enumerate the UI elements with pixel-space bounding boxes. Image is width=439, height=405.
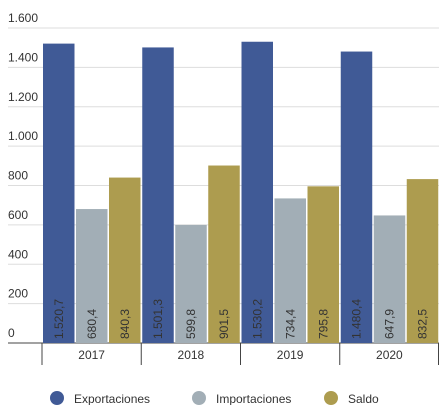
bar	[274, 198, 306, 343]
legend-label: Importaciones	[216, 392, 291, 405]
data-label: 1.530,2	[250, 299, 264, 339]
legend-marker	[50, 391, 64, 405]
bar	[142, 47, 174, 344]
data-label: 832,5	[416, 309, 430, 339]
x-tick-label: 2017	[78, 348, 105, 362]
bar	[373, 215, 406, 343]
bar	[307, 186, 339, 343]
y-tick-label: 200	[8, 287, 28, 301]
bar	[43, 43, 75, 344]
y-tick-label: 800	[8, 169, 28, 183]
y-tick-label: 600	[8, 208, 28, 222]
data-label: 840,3	[118, 309, 132, 339]
y-tick-label: 0	[8, 326, 15, 340]
data-label: 734,4	[283, 309, 297, 339]
y-tick-label: 1.200	[8, 90, 38, 104]
y-tick-label: 1.400	[8, 50, 38, 64]
data-label: 901,5	[217, 309, 231, 339]
data-label: 680,4	[85, 309, 99, 339]
bar	[175, 224, 207, 343]
bar	[340, 51, 373, 343]
legend-label: Saldo	[348, 392, 379, 405]
bar	[109, 177, 141, 343]
x-tick-label: 2020	[376, 348, 403, 362]
legend-label: Exportaciones	[74, 392, 150, 405]
legend-marker	[324, 391, 338, 405]
data-label: 1.480,4	[350, 299, 364, 339]
data-label: 599,8	[184, 309, 198, 339]
data-label: 795,8	[316, 309, 330, 339]
bar	[241, 41, 273, 343]
legend-marker	[192, 391, 206, 405]
data-label: 647,9	[383, 309, 397, 339]
x-tick-label: 2019	[277, 348, 304, 362]
data-label: 1.520,7	[52, 299, 66, 339]
y-tick-label: 400	[8, 247, 28, 261]
data-label: 1.501,3	[151, 299, 165, 339]
y-tick-label: 1.000	[8, 129, 38, 143]
bar	[208, 165, 240, 343]
x-tick-label: 2018	[178, 348, 205, 362]
bar	[406, 179, 439, 343]
y-tick-label: 1.600	[8, 11, 38, 25]
bar	[76, 209, 108, 343]
